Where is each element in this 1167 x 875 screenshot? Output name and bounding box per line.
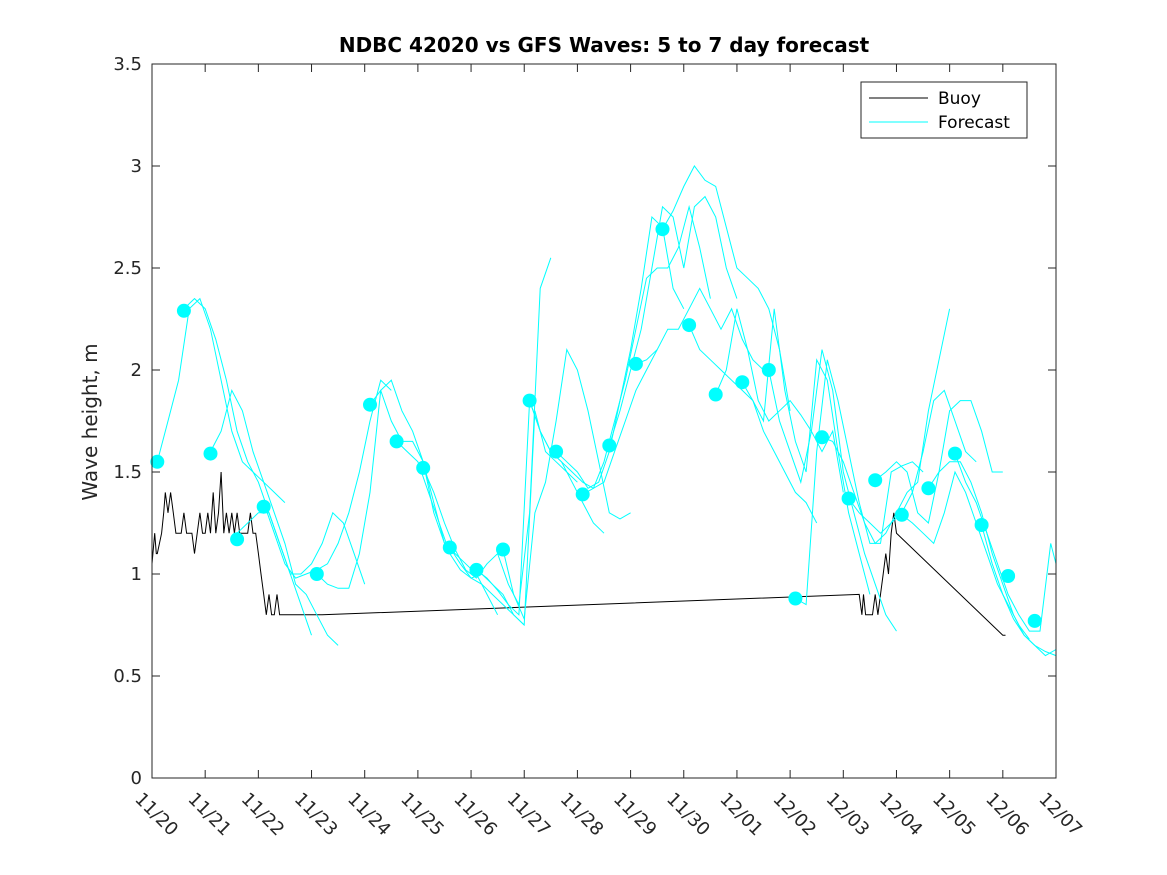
forecast-point [416, 460, 431, 475]
forecast-point [1001, 569, 1016, 583]
forecast-line-3 [210, 389, 339, 646]
forecast-line-15 [582, 204, 711, 495]
chart-title: NDBC 42020 vs GFS Waves: 5 to 7 day fore… [339, 33, 870, 57]
forecast-line-10 [449, 410, 578, 627]
forecast-line-20 [715, 308, 844, 493]
forecast-line-4 [236, 511, 366, 585]
y-tick-label: 0 [131, 768, 142, 789]
y-tick-label: 0.5 [113, 666, 142, 687]
forecast-line-12 [502, 348, 631, 621]
forecast-point [1027, 613, 1042, 628]
legend: Buoy Forecast [860, 81, 1028, 139]
forecast-point [708, 387, 723, 402]
legend-label-forecast: Forecast [938, 113, 1010, 133]
forecast-line-17 [635, 287, 764, 371]
forecast-line-29 [954, 453, 1057, 632]
forecast-point [256, 499, 271, 514]
forecast-line-18 [662, 165, 791, 411]
y-tick-label: 3.5 [113, 54, 142, 75]
forecast-point [575, 487, 590, 502]
forecast-point [469, 562, 484, 577]
forecast-point [203, 446, 218, 461]
forecast-point [815, 430, 829, 445]
forecast-point [974, 518, 989, 532]
forecast-line-8 [396, 441, 525, 626]
forecast-point [894, 507, 909, 522]
forecast-point [150, 454, 165, 469]
forecast-point [948, 446, 962, 461]
forecast-line-27 [901, 470, 1030, 640]
plot-area [150, 165, 1057, 657]
forecast-point [628, 356, 643, 371]
y-tick-label: 3 [131, 156, 142, 177]
forecast-line-22 [768, 349, 897, 632]
forecast-point [868, 473, 883, 488]
y-tick-label: 1.5 [113, 462, 142, 483]
forecast-point [309, 567, 324, 581]
forecast-line-23 [795, 359, 924, 606]
forecast-line-5 [263, 379, 392, 579]
forecast-point [230, 532, 245, 547]
forecast-point [389, 434, 404, 449]
forecast-point [841, 491, 856, 506]
forecast-point [655, 222, 670, 237]
y-tick-label: 1 [131, 564, 142, 585]
forecast-point [735, 375, 750, 390]
forecast-point [602, 438, 617, 453]
forecast-point [442, 540, 457, 555]
legend-label-buoy: Buoy [938, 89, 981, 109]
forecast-point [921, 481, 936, 496]
forecast-point [682, 318, 697, 333]
forecast-line-16 [608, 195, 738, 446]
forecast-point [363, 397, 377, 412]
y-tick-label: 2 [131, 360, 142, 381]
forecast-line-24 [821, 308, 951, 545]
y-axis-label: Wave height, m [78, 343, 102, 500]
forecast-line-30 [981, 524, 1057, 657]
buoy-line [151, 471, 1006, 636]
forecast-point [788, 591, 803, 606]
forecast-point [549, 444, 564, 459]
forecast-point [496, 542, 510, 557]
forecast-line-21 [741, 308, 871, 595]
forecast-point [522, 393, 537, 408]
forecast-point [176, 303, 191, 318]
axes-box [151, 63, 1057, 779]
forecast-point [761, 363, 776, 377]
y-tick-label: 2.5 [113, 258, 142, 279]
legend-box [860, 81, 1028, 139]
